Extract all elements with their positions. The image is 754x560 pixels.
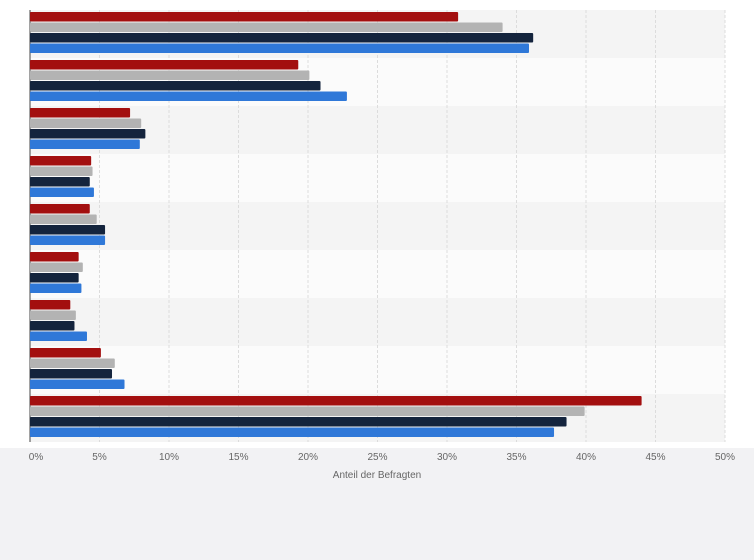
x-tick-label: 35% <box>506 452 526 463</box>
bar <box>30 33 534 43</box>
x-tick-label: 15% <box>228 452 248 463</box>
bar <box>30 177 90 187</box>
bar <box>30 321 75 331</box>
bar <box>30 427 555 437</box>
bar <box>30 214 97 224</box>
bar <box>30 262 83 272</box>
bar <box>30 406 585 416</box>
x-tick-label: 25% <box>367 452 387 463</box>
bar <box>30 60 299 70</box>
bars <box>30 12 642 437</box>
bar <box>30 283 82 293</box>
x-tick-label: 50% <box>715 452 735 463</box>
x-tick-label: 45% <box>645 452 665 463</box>
bar <box>30 187 94 197</box>
bar <box>30 252 79 262</box>
x-tick-label: 10% <box>159 452 179 463</box>
bar <box>30 273 79 283</box>
bar <box>30 235 106 245</box>
bar <box>30 129 146 139</box>
bar <box>30 348 101 358</box>
x-tick-label: 40% <box>576 452 596 463</box>
bar <box>30 91 347 101</box>
bar <box>30 225 106 235</box>
bar <box>30 204 90 214</box>
bar <box>30 118 142 128</box>
bar <box>30 396 642 406</box>
bar <box>30 417 567 427</box>
bar <box>30 43 530 53</box>
x-tick-label: 30% <box>437 452 457 463</box>
bar <box>30 22 503 32</box>
x-tick-label: 5% <box>92 452 107 463</box>
bar <box>30 310 76 320</box>
bar <box>30 369 113 379</box>
x-tick-label: 0% <box>29 452 44 463</box>
bar <box>30 300 71 310</box>
bar <box>30 358 115 368</box>
x-tick-label: 20% <box>298 452 318 463</box>
bar <box>30 331 87 341</box>
bar <box>30 12 459 22</box>
bar <box>30 81 321 91</box>
x-axis-title: Anteil der Befragten <box>333 470 421 481</box>
bar <box>30 379 125 389</box>
bar <box>30 70 310 80</box>
bar <box>30 108 131 118</box>
bar <box>30 166 93 176</box>
bar <box>30 156 92 166</box>
bar <box>30 139 140 149</box>
x-axis-ticks: 0% 5% 10% 15% 20% 25% 30% 35% 40% 45% 50% <box>29 452 735 463</box>
